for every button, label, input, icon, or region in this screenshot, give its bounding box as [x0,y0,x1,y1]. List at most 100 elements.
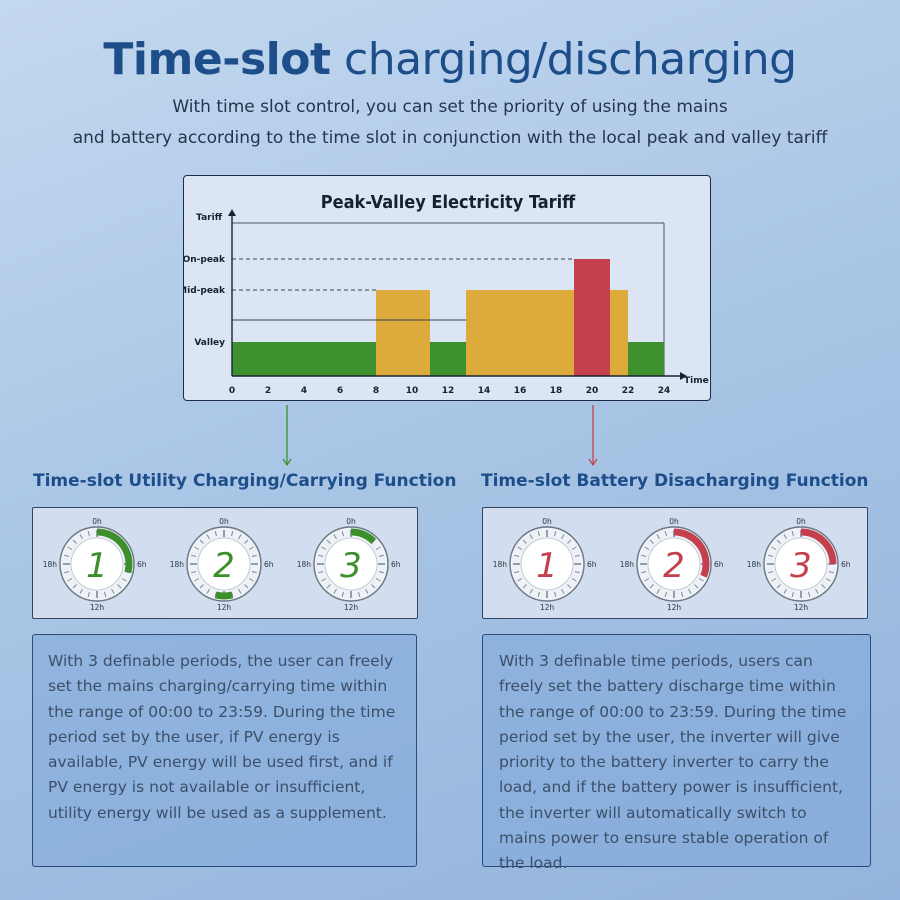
battery-clock-2-tick [641,554,647,557]
utility-clock-1-tick [67,546,73,550]
battery-clock-1-tick [554,591,557,597]
battery-clock-dial-1 [520,537,574,591]
battery-clock-3-tick [768,571,774,574]
battery-clock-2-active-arc [673,528,710,578]
battery-clock-2-tick [664,531,667,537]
utility-clock-1-tick [121,578,127,582]
battery-clock-1-tick [571,546,577,550]
utility-clock-dial-1 [70,537,124,591]
utility-clock-3-tick [371,584,376,589]
y-axis-arrow [228,209,236,216]
utility-clock-1-tick [72,584,77,589]
utility-clock-3-label-0h: 0h [346,517,356,526]
utility-clock-2-tick [251,554,257,557]
utility-clock-2-tick [248,546,254,550]
battery-clock-2-tick [681,591,684,597]
utility-clock-2-tick [206,588,210,594]
battery-clock-1-tick [537,591,540,597]
battery-clock-3-tick [776,584,781,589]
subtitle-line-2: and battery according to the time slot i… [72,128,828,148]
battery-clock-1-tick [574,554,580,557]
page-title-rest: charging/discharging [330,34,797,85]
utility-clock-2-tick [191,554,197,557]
utility-clock-3-tick [321,578,327,582]
battery-clock-1-tick [554,531,557,537]
tariff-bar-2 [430,342,466,376]
utility-clock-3-tick [378,571,384,574]
utility-clock-3-tick [333,534,337,540]
utility-clock-2-label-0h: 0h [219,517,229,526]
utility-clock-2-tick [206,534,210,540]
x-tick-16: 16 [514,386,527,396]
x-tick-18: 18 [550,386,563,396]
utility-clock-1-tick [87,531,90,537]
utility-clock-2-tick [199,539,204,544]
battery-clock-3-label-0h: 0h [796,517,806,526]
utility-clock-3: 3 0h 6h 12h 18h [297,517,401,612]
battery-clock-2-tick [649,539,654,544]
y-tick-mid-peak: Mid-peak [184,286,226,296]
battery-clock-3-tick [783,534,787,540]
battery-clocks: 1 0h 6h 12h 18h 2 0h 6h 12h 18h 3 0h 6h 12h 18h [493,517,851,612]
tariff-bar-0 [232,342,376,376]
battery-clock-1-tick [517,578,523,582]
utility-clock-panel: 1 0h 6h 12h 18h 2 0h 6h 12h 18h 3 0h 6h 12h 18h [32,507,418,619]
utility-description: With 3 definable periods, the user can f… [32,634,417,867]
utility-clock-3-label-6h: 6h [391,560,401,569]
x-tick-2: 2 [265,386,271,396]
utility-clock-3-tick [318,554,324,557]
battery-clock-2-tick [644,546,650,550]
battery-clock-2-tick [664,591,667,597]
battery-clock-1-tick [561,588,565,594]
battery-clock-3-tick [828,571,834,574]
utility-clock-2-tick [248,578,254,582]
utility-clock-2-tick [238,534,242,540]
battery-clock-3-tick [815,588,819,594]
battery-clock-3-label-18h: 18h [747,560,762,569]
utility-clock-2-tick [214,531,217,537]
utility-clock-3-label-18h: 18h [297,560,312,569]
battery-clock-3-active-arc [800,528,837,565]
utility-clock-2-tick [244,539,249,544]
tariff-chart: Peak-Valley Electricity Tariff Tariff Time… [184,192,709,396]
battery-clock-2-tick [698,578,704,582]
utility-clock-2-tick [199,584,204,589]
battery-clock-3-label-12h: 12h [794,603,809,612]
utility-clock-1-tick [72,539,77,544]
chart-title: Peak-Valley Electricity Tariff [321,192,576,213]
red-down-arrow [588,405,598,467]
utility-clock-1-label-0h: 0h [92,517,102,526]
utility-clock-1-tick [64,554,70,557]
tariff-bar-4 [574,259,610,376]
battery-description: With 3 definable time periods, users can… [482,634,871,872]
utility-clock-3-tick [378,554,384,557]
battery-clock-number-2: 2 [663,546,685,586]
battery-clock-1-label-6h: 6h [587,560,597,569]
utility-clock-2-tick [191,571,197,574]
utility-clock-1-active-arc [96,528,133,574]
battery-clock-2-label-12h: 12h [667,603,682,612]
utility-clock-3-tick [375,578,381,582]
battery-clock-1-label-12h: 12h [540,603,555,612]
battery-clock-1-tick [517,546,523,550]
utility-clock-2-active-arc [214,591,234,600]
battery-clock-3-tick [791,591,794,597]
x-tick-22: 22 [622,386,635,396]
x-tick-8: 8 [373,386,379,396]
battery-clock-1-tick [537,531,540,537]
battery-clock-2-tick [656,534,660,540]
utility-clock-number-1: 1 [86,546,108,586]
battery-clock-3-label-6h: 6h [841,560,851,569]
x-tick-24: 24 [658,386,671,396]
utility-clock-2-tick [194,546,200,550]
battery-clock-1-label-0h: 0h [542,517,552,526]
battery-clock-2-tick [656,588,660,594]
utility-clock-3-tick [333,588,337,594]
y-axis-label: Tariff [196,213,223,223]
battery-clock-2-tick [694,584,699,589]
utility-clock-3-label-12h: 12h [344,603,359,612]
utility-clock-3-tick [326,584,331,589]
utility-clock-1-tick [67,578,73,582]
battery-clock-2: 2 0h 6h 12h 18h [620,517,724,612]
battery-clock-2-tick [641,571,647,574]
